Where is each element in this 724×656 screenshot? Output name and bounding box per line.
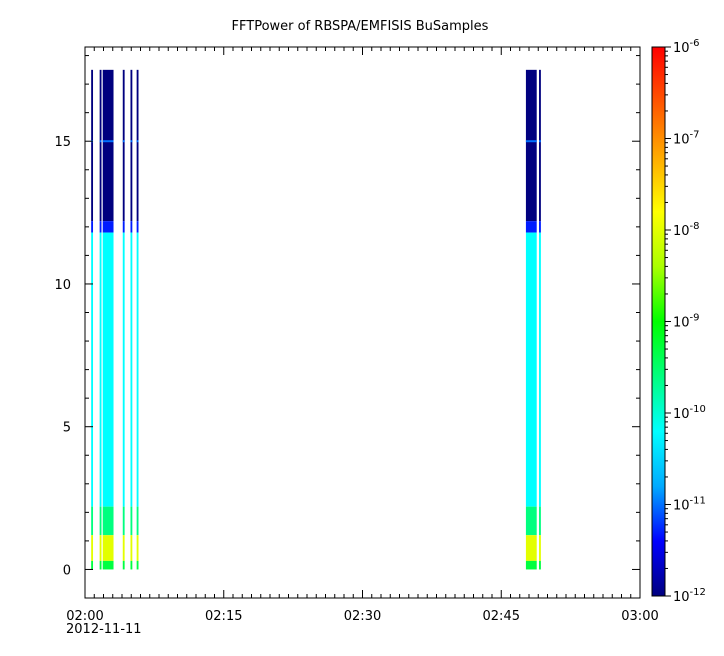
- spectral-band: [102, 535, 114, 561]
- line-feature: [130, 140, 133, 143]
- spectral-band: [539, 535, 541, 561]
- spectral-band: [91, 560, 94, 570]
- data-segment: [525, 69, 537, 570]
- spectral-band: [539, 232, 541, 507]
- plot-area: [84, 46, 641, 599]
- spectral-band: [539, 69, 541, 222]
- spectral-band: [99, 535, 102, 561]
- colorbar-tick-label: 10-8: [673, 221, 700, 239]
- line-feature: [525, 140, 537, 143]
- spectral-band: [136, 560, 139, 570]
- chart-title: FFTPower of RBSPA/EMFISIS BuSamples: [232, 19, 489, 34]
- spectral-band: [122, 69, 125, 222]
- y-tick-label: 5: [63, 421, 71, 436]
- spectral-band: [99, 232, 102, 507]
- spectral-band: [91, 535, 94, 561]
- spectral-band: [136, 506, 139, 536]
- spectral-band: [122, 535, 125, 561]
- spectral-band: [136, 535, 139, 561]
- spectral-band: [91, 69, 94, 222]
- line-feature: [102, 140, 114, 143]
- x-tick-label: 02:15: [205, 609, 242, 624]
- spectral-band: [136, 221, 139, 233]
- spectral-band: [99, 560, 102, 570]
- spectral-band: [91, 232, 94, 507]
- date-label: 2012-11-11: [66, 622, 142, 637]
- data-segment: [539, 69, 541, 570]
- plot-frame: [84, 46, 641, 599]
- colorbar-tick-label: 10-9: [673, 313, 700, 331]
- y-tick-label: 15: [54, 135, 71, 150]
- data-segment: [99, 69, 102, 570]
- spectral-band: [130, 535, 133, 561]
- spectral-band: [539, 506, 541, 536]
- spectral-band: [102, 69, 114, 222]
- spectral-band: [525, 232, 537, 507]
- spectral-band: [525, 560, 537, 570]
- spectral-band: [539, 560, 541, 570]
- colorbar-scale: [651, 46, 666, 597]
- spectral-band: [130, 232, 133, 507]
- spectral-band: [102, 232, 114, 507]
- spectral-band: [122, 506, 125, 536]
- spectral-band: [122, 221, 125, 233]
- x-tick-label: 03:00: [621, 609, 658, 624]
- line-feature: [99, 140, 102, 143]
- x-tick-label: 02:00: [66, 609, 103, 624]
- line-feature: [136, 140, 139, 143]
- spectral-band: [130, 506, 133, 536]
- spectral-band: [102, 221, 114, 233]
- colorbar-tick-label: 10-7: [673, 130, 700, 148]
- spectral-band: [525, 221, 537, 233]
- colorbar: 10-12 10-11 10-10 10-9 10-8 10-7 10-6: [651, 38, 706, 605]
- spectral-band: [102, 506, 114, 536]
- colorbar-tick-label: 10-11: [673, 496, 706, 514]
- spectral-band: [130, 221, 133, 233]
- spectral-band: [122, 232, 125, 507]
- spectral-band: [525, 535, 537, 561]
- spectral-band: [525, 506, 537, 536]
- y-axis: 0 5 10 15: [54, 55, 640, 599]
- spectral-band: [539, 221, 541, 233]
- spectral-band: [136, 69, 139, 222]
- data-segment: [130, 69, 133, 570]
- line-feature: [539, 140, 541, 143]
- spectral-band: [525, 69, 537, 222]
- spectral-band: [102, 560, 114, 570]
- spectral-band: [99, 221, 102, 233]
- spectral-band: [99, 69, 102, 222]
- x-tick-label: 02:45: [483, 609, 520, 624]
- spectral-band: [122, 560, 125, 570]
- spectral-band: [91, 221, 94, 233]
- line-feature: [122, 140, 125, 143]
- spectral-band: [99, 506, 102, 536]
- colorbar-tick-label: 10-6: [673, 38, 700, 56]
- data-segment: [122, 69, 125, 570]
- spectral-band: [130, 560, 133, 570]
- data-segment: [91, 69, 94, 570]
- spectral-band: [130, 69, 133, 222]
- colorbar-tick-label: 10-12: [673, 587, 706, 605]
- x-axis: 02:00 02:15 02:30 02:45 03:00: [66, 47, 659, 624]
- spectral-band: [91, 506, 94, 536]
- x-tick-label: 02:30: [344, 609, 381, 624]
- y-tick-label: 10: [54, 278, 71, 293]
- y-tick-label: 0: [63, 563, 71, 578]
- data-segment: [136, 69, 139, 570]
- colorbar-tick-label: 10-10: [673, 404, 706, 422]
- data-segment: [102, 69, 114, 570]
- spectral-band: [136, 232, 139, 507]
